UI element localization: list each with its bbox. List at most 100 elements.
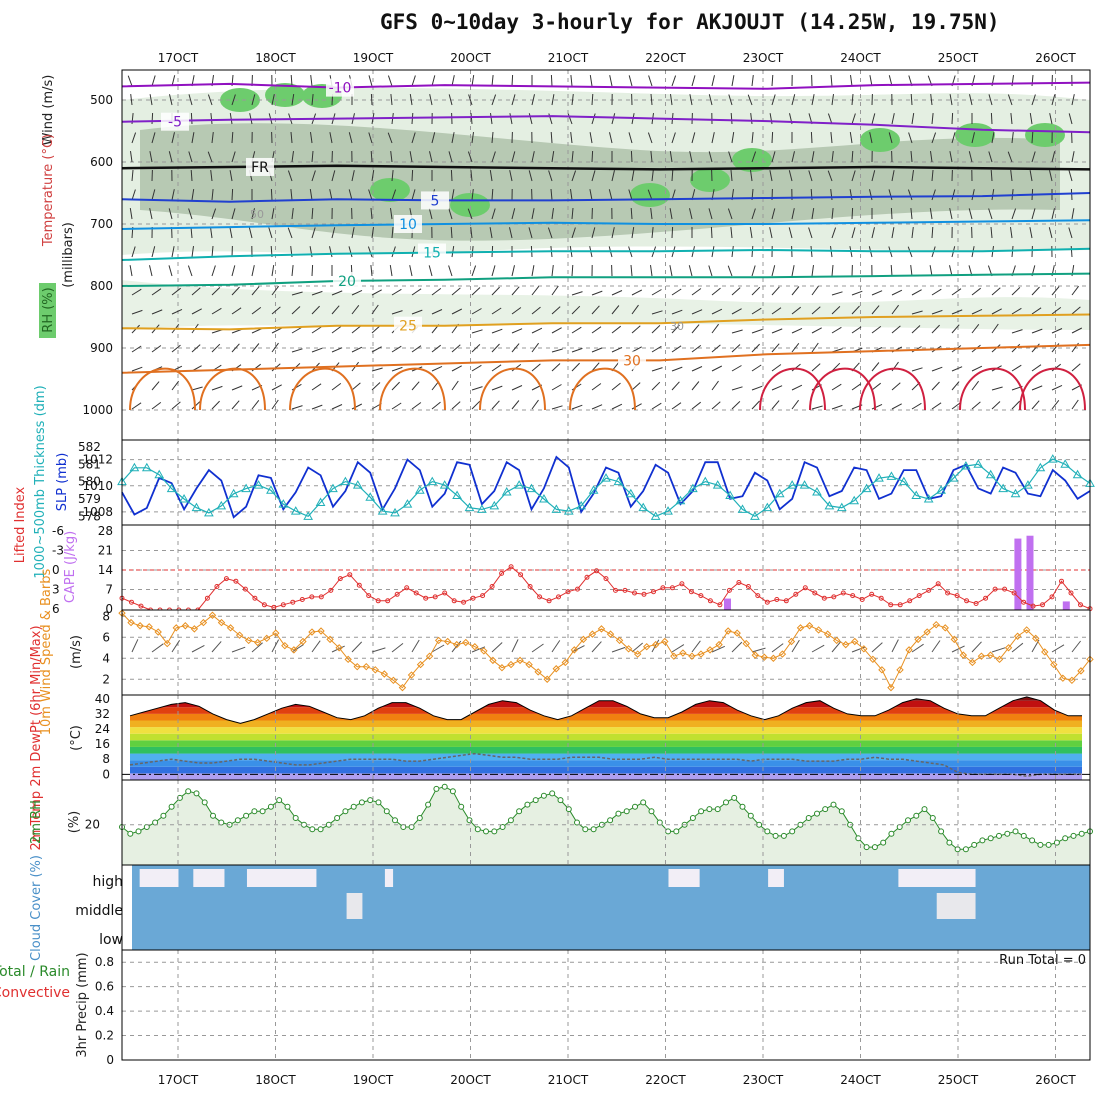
wind-barb <box>207 94 213 106</box>
wind-barb <box>370 207 373 220</box>
wind-barb <box>589 75 593 87</box>
wind-barb <box>911 367 923 372</box>
rh-point <box>350 803 357 810</box>
wind-barb <box>1071 306 1081 315</box>
surface-wind-barb <box>211 641 222 653</box>
wind-barb <box>929 208 933 220</box>
surface-wind-barb <box>791 639 800 653</box>
li-point <box>138 603 144 609</box>
wind-speed-point <box>923 628 931 636</box>
wind-barb <box>711 308 723 315</box>
wind-barb <box>287 170 293 182</box>
wind-barb <box>611 113 616 125</box>
cape-tick: 7 <box>105 583 113 597</box>
wind-barb <box>849 132 853 144</box>
wind-barb <box>708 94 713 106</box>
wind-barb <box>451 380 459 391</box>
time-label-top: 24OCT <box>840 51 881 65</box>
wind-barb <box>251 306 262 315</box>
rh-cell-70 <box>450 193 490 217</box>
isotherm-line <box>121 115 1091 134</box>
rh-label: 30 <box>670 320 684 333</box>
wind-barb <box>910 208 913 220</box>
precip-total-label: Total / Rain <box>0 964 70 980</box>
wind-barb <box>271 285 280 296</box>
surface-wind-barb <box>911 643 924 653</box>
wind-barb <box>1071 327 1083 334</box>
cape-label: CAPE (J/kg) <box>63 531 78 603</box>
wind-barb <box>971 189 975 201</box>
thickness-point <box>290 506 301 515</box>
wind-barb <box>771 94 776 106</box>
rh-point <box>615 810 622 817</box>
cloud-high-gap <box>246 869 256 887</box>
thickness-point <box>1072 469 1083 479</box>
wind-barb <box>509 227 513 239</box>
cloud-high-gap <box>208 869 217 887</box>
wind-barb <box>391 402 402 410</box>
cape-tick: 0 <box>105 602 113 616</box>
wind-barb <box>190 112 193 125</box>
wind-barb <box>1031 328 1043 334</box>
wind-label: Wind (m/s) <box>41 75 56 146</box>
wind-barb <box>871 227 875 239</box>
rh-point <box>532 797 539 804</box>
li-point <box>907 598 913 604</box>
wind-barb <box>931 189 936 201</box>
thickness-point <box>625 488 636 498</box>
rh-point <box>367 797 374 804</box>
wind-barb <box>891 170 895 182</box>
time-label-top: 19OCT <box>353 51 394 65</box>
wind-barb <box>271 265 275 277</box>
temp-label: 2m Temp 2m DewPt (6hr Min/Max) <box>29 625 44 850</box>
wind-barb <box>391 226 394 239</box>
cloud-mid-gap <box>952 893 961 919</box>
wind-barb <box>351 227 355 239</box>
rh-cell-70 <box>955 123 995 147</box>
rh-point <box>441 783 448 790</box>
wind-barb <box>531 265 535 277</box>
wind-speed-point <box>606 630 615 638</box>
wind-barb <box>731 308 742 315</box>
wind-barb <box>411 288 422 296</box>
cloud-high-gap <box>929 869 938 887</box>
wind-barb <box>151 288 162 296</box>
thickness-point <box>563 506 574 515</box>
wind-speed-point <box>253 638 262 647</box>
wind-barb <box>1031 400 1040 410</box>
wind-barb <box>931 288 942 296</box>
wind-barb <box>951 366 963 372</box>
thickness-point <box>228 488 239 498</box>
thickness-point <box>154 469 165 479</box>
wind-barb <box>231 94 236 106</box>
wind-barb <box>591 305 600 315</box>
wind-barb <box>431 344 442 353</box>
rh-point <box>1029 837 1036 844</box>
wind-barb <box>891 227 895 239</box>
temp-tick: 32 <box>95 707 110 721</box>
rh-point <box>292 815 299 821</box>
wind-barb <box>711 380 719 391</box>
pressure-tick: 900 <box>90 341 113 355</box>
pressure-axis-label: (millibars) <box>61 222 76 288</box>
wind-barb <box>589 189 593 201</box>
wind-barb <box>831 326 842 334</box>
wind-barb <box>468 94 473 106</box>
li-label: Lifted Index <box>13 486 28 563</box>
wind-barb <box>331 170 336 182</box>
wind-speed-point <box>471 643 479 651</box>
thickness-point <box>588 485 599 494</box>
wind-barb <box>811 327 822 334</box>
wind-barb <box>470 112 473 125</box>
wind-barb <box>591 362 600 372</box>
wind-barb <box>149 265 153 277</box>
thickness-point <box>377 506 388 515</box>
wind-barb <box>329 132 333 144</box>
wind-barb <box>831 291 843 296</box>
surface-wind-barb <box>871 642 883 653</box>
wind-barb <box>370 265 373 277</box>
wind-barb <box>211 132 214 144</box>
wind-barb <box>831 383 842 391</box>
wind-barb <box>131 345 142 353</box>
time-label-top: 20OCT <box>450 51 491 65</box>
